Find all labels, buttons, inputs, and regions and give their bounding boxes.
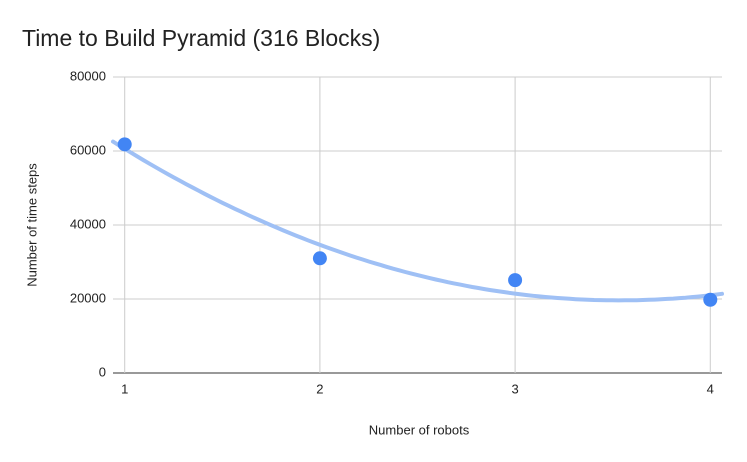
point (508, 273, 523, 288)
point (312, 251, 327, 266)
y-tick-label: 80000 (70, 68, 106, 83)
x-tick-label: 3 (511, 381, 518, 396)
y-tick-label: 40000 (70, 216, 106, 231)
x-axis-label: Number of robots (369, 422, 470, 437)
x-tick-label: 1 (121, 381, 128, 396)
y-tick-label: 20000 (70, 290, 106, 305)
x-tick-label: 2 (316, 381, 323, 396)
x-tick-label: 4 (707, 381, 714, 396)
chart-title: Time to Build Pyramid (316 Blocks) (22, 25, 380, 51)
point (117, 137, 132, 152)
y-axis-label: Number of time steps (24, 163, 39, 287)
y-tick-label: 60000 (70, 142, 106, 157)
trendline (111, 139, 724, 303)
y-tick-label: 0 (99, 364, 106, 379)
point (703, 292, 718, 307)
